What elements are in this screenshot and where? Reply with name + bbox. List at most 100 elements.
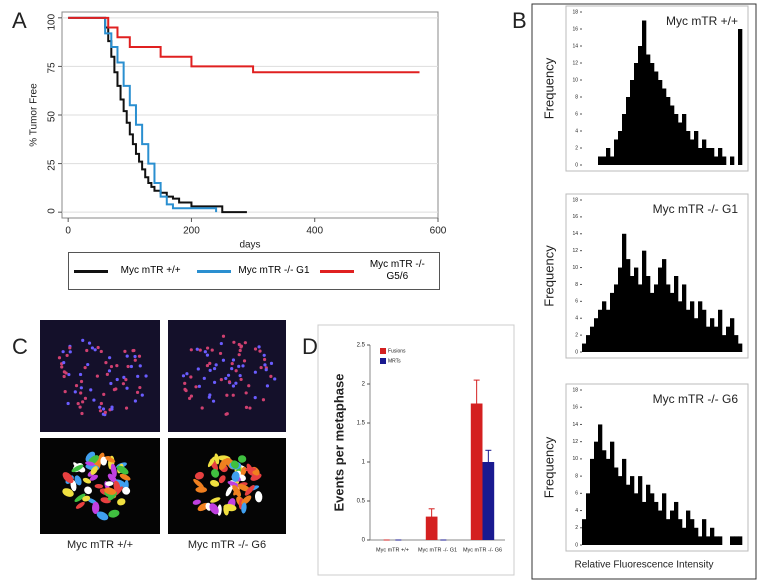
chromosome bbox=[212, 380, 217, 384]
histogram-bar bbox=[614, 467, 619, 545]
chromosome bbox=[202, 376, 206, 380]
micrograph bbox=[40, 438, 160, 534]
chromosome bbox=[192, 499, 201, 505]
chromosome bbox=[92, 501, 100, 514]
chromosome bbox=[81, 400, 85, 404]
histogram-bar bbox=[602, 450, 607, 545]
chromosome bbox=[133, 399, 137, 403]
chromosome bbox=[273, 377, 277, 381]
histogram-frame bbox=[565, 193, 749, 359]
histogram-bar bbox=[682, 527, 687, 545]
y-tick-label: 18 bbox=[572, 9, 578, 15]
chromosome bbox=[262, 353, 266, 357]
y-axis-label: % Tumor Free bbox=[29, 83, 40, 147]
histogram-bar bbox=[650, 292, 655, 352]
histogram-bar bbox=[582, 519, 587, 545]
y-tick-label: 12 bbox=[572, 439, 578, 445]
micrograph bbox=[168, 438, 286, 534]
chromosome bbox=[78, 405, 82, 409]
chromosome bbox=[105, 372, 109, 376]
chromosome bbox=[269, 374, 273, 378]
histogram-bar bbox=[718, 148, 723, 165]
chromosome bbox=[60, 365, 64, 369]
histogram-bar bbox=[630, 80, 635, 165]
histogram-bar bbox=[714, 536, 719, 545]
y-tick-label: 2 bbox=[575, 145, 578, 151]
chromosome bbox=[96, 511, 109, 521]
chromosome bbox=[89, 388, 93, 392]
chromosome bbox=[232, 484, 242, 497]
panel-b-frame bbox=[531, 3, 757, 580]
chromosome bbox=[238, 348, 242, 353]
legend-swatch bbox=[380, 358, 386, 364]
histogram-bar bbox=[730, 156, 735, 165]
y-tick-label: 0 bbox=[362, 538, 366, 544]
chromosome bbox=[237, 364, 241, 368]
histogram-bar bbox=[610, 292, 615, 352]
histogram-bar bbox=[694, 131, 699, 165]
micrograph bbox=[40, 320, 160, 432]
chromosome bbox=[74, 475, 82, 486]
chromosome bbox=[242, 359, 247, 363]
y-tick-label: 1.5 bbox=[357, 421, 366, 427]
histogram-bar bbox=[734, 335, 739, 352]
chromosome bbox=[90, 466, 98, 475]
y-tick-label: 14 bbox=[572, 422, 578, 428]
legend-swatch bbox=[320, 269, 355, 273]
chromosome bbox=[62, 360, 66, 365]
micrograph bbox=[168, 320, 286, 432]
chromosome bbox=[193, 478, 204, 489]
chromosome bbox=[86, 362, 90, 367]
chromosome bbox=[99, 401, 103, 406]
y-tick-label: 75 bbox=[47, 62, 58, 74]
histogram-bar bbox=[714, 156, 719, 165]
chromosome bbox=[247, 384, 251, 388]
chromosome bbox=[224, 412, 228, 416]
y-tick-label: 8 bbox=[575, 94, 578, 100]
chromosome bbox=[67, 372, 71, 377]
histogram-bar bbox=[698, 301, 703, 352]
legend-label: Myc mTR -/- G1 bbox=[238, 265, 310, 276]
chromosome bbox=[231, 358, 236, 362]
chromosome bbox=[254, 491, 263, 503]
chromosome bbox=[205, 363, 210, 368]
chromosome bbox=[119, 473, 131, 481]
histogram-bar bbox=[626, 97, 631, 165]
chromosome bbox=[230, 366, 234, 371]
chromosome bbox=[218, 351, 223, 356]
histogram-bar bbox=[706, 326, 711, 352]
chromosome bbox=[241, 364, 245, 368]
y-tick-label: 4 bbox=[575, 128, 578, 134]
histogram-bar bbox=[642, 20, 647, 165]
x-tick-label: Myc mTR -/- G1 bbox=[418, 547, 457, 553]
chromosome bbox=[73, 390, 77, 394]
histogram-bar bbox=[658, 267, 663, 352]
chromosome bbox=[66, 401, 70, 406]
y-tick-label: 12 bbox=[572, 60, 578, 66]
x-axis-label: days bbox=[239, 240, 260, 251]
bar bbox=[425, 516, 438, 540]
chromosome bbox=[74, 384, 79, 388]
chromosome bbox=[121, 382, 126, 386]
chromosome bbox=[208, 368, 212, 373]
y-tick-label: 16 bbox=[572, 405, 578, 411]
chromosome bbox=[136, 374, 140, 378]
chromosome bbox=[89, 474, 99, 481]
y-tick-label: 2.5 bbox=[357, 343, 366, 349]
chromosome bbox=[87, 341, 92, 345]
chromosome bbox=[227, 380, 232, 384]
chromosome bbox=[205, 346, 210, 350]
chromosome bbox=[117, 498, 126, 506]
legend-item: Myc mTR +/+ bbox=[73, 265, 188, 277]
histogram-bar bbox=[590, 326, 595, 352]
bar bbox=[470, 403, 483, 540]
histogram-bar bbox=[674, 501, 679, 545]
chromosome bbox=[123, 349, 127, 353]
chromosome bbox=[133, 354, 137, 359]
y-tick-label: 18 bbox=[572, 197, 578, 203]
histogram-bar bbox=[686, 309, 691, 352]
histogram-bar bbox=[682, 114, 687, 165]
legend-label: Myc mTR +/+ bbox=[120, 265, 181, 276]
histogram-bar bbox=[634, 63, 639, 165]
chromosome bbox=[239, 344, 244, 348]
